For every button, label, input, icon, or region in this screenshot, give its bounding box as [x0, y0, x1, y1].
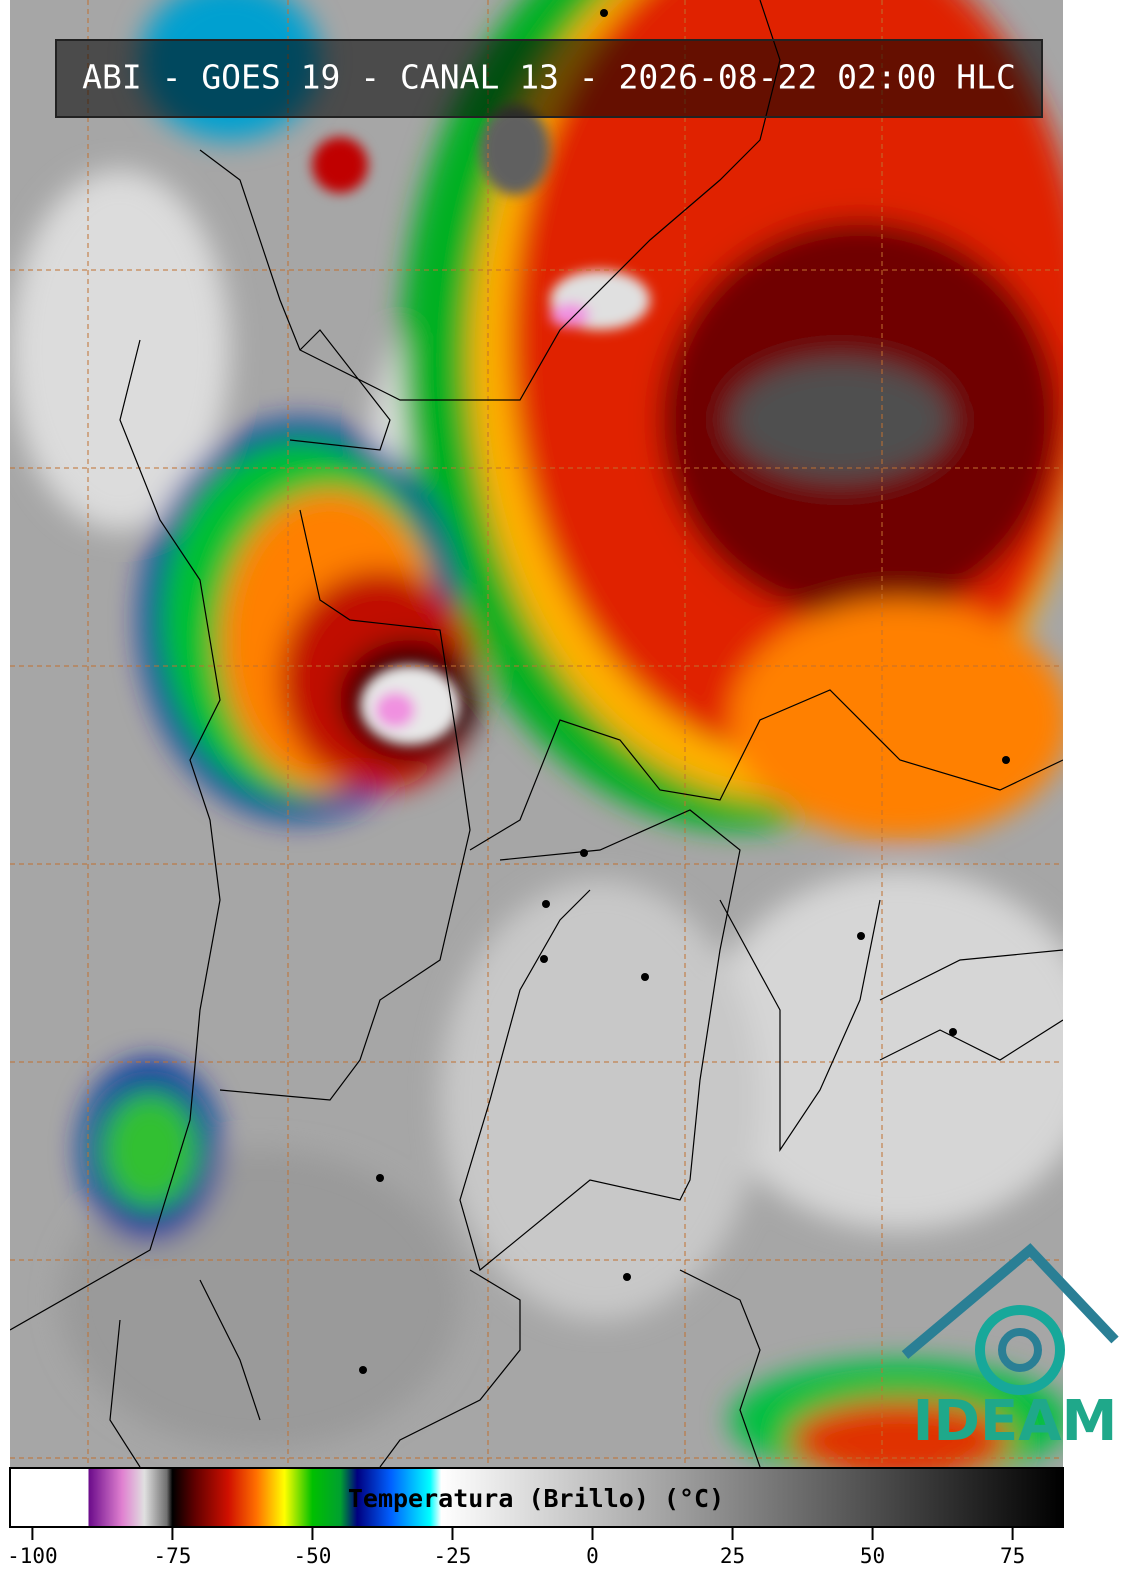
colorbar-tick-label: -50	[293, 1544, 331, 1568]
colorbar-tick-label: -100	[7, 1544, 58, 1568]
colorbar-tick-label: 75	[1000, 1544, 1025, 1568]
ideam-logo: IDEAM	[901, 1243, 1119, 1454]
colorbar-tick-label: -25	[434, 1544, 472, 1568]
colorbar: Temperatura (Brillo) (°C) -100 -75 -50 -25 0…	[7, 1467, 1064, 1568]
city-dots	[359, 9, 1010, 1374]
colorbar-gradient	[9, 1467, 1064, 1528]
logo-text: IDEAM	[913, 1389, 1118, 1454]
colorbar-tick-label: -75	[153, 1544, 191, 1568]
boundaries	[10, 0, 1063, 1467]
colorbar-tick-label: 50	[860, 1544, 885, 1568]
colorbar-label: Temperatura (Brillo) (°C)	[348, 1484, 724, 1513]
title: ABI - GOES 19 - CANAL 13 - 2026-08-22 02…	[82, 58, 1016, 97]
colorbar-tick-label: 25	[720, 1544, 745, 1568]
satellite-image	[10, 0, 1063, 1467]
title-box	[55, 39, 1043, 118]
colorbar-tick-label: 0	[586, 1544, 599, 1568]
graticule	[10, 0, 1063, 1467]
